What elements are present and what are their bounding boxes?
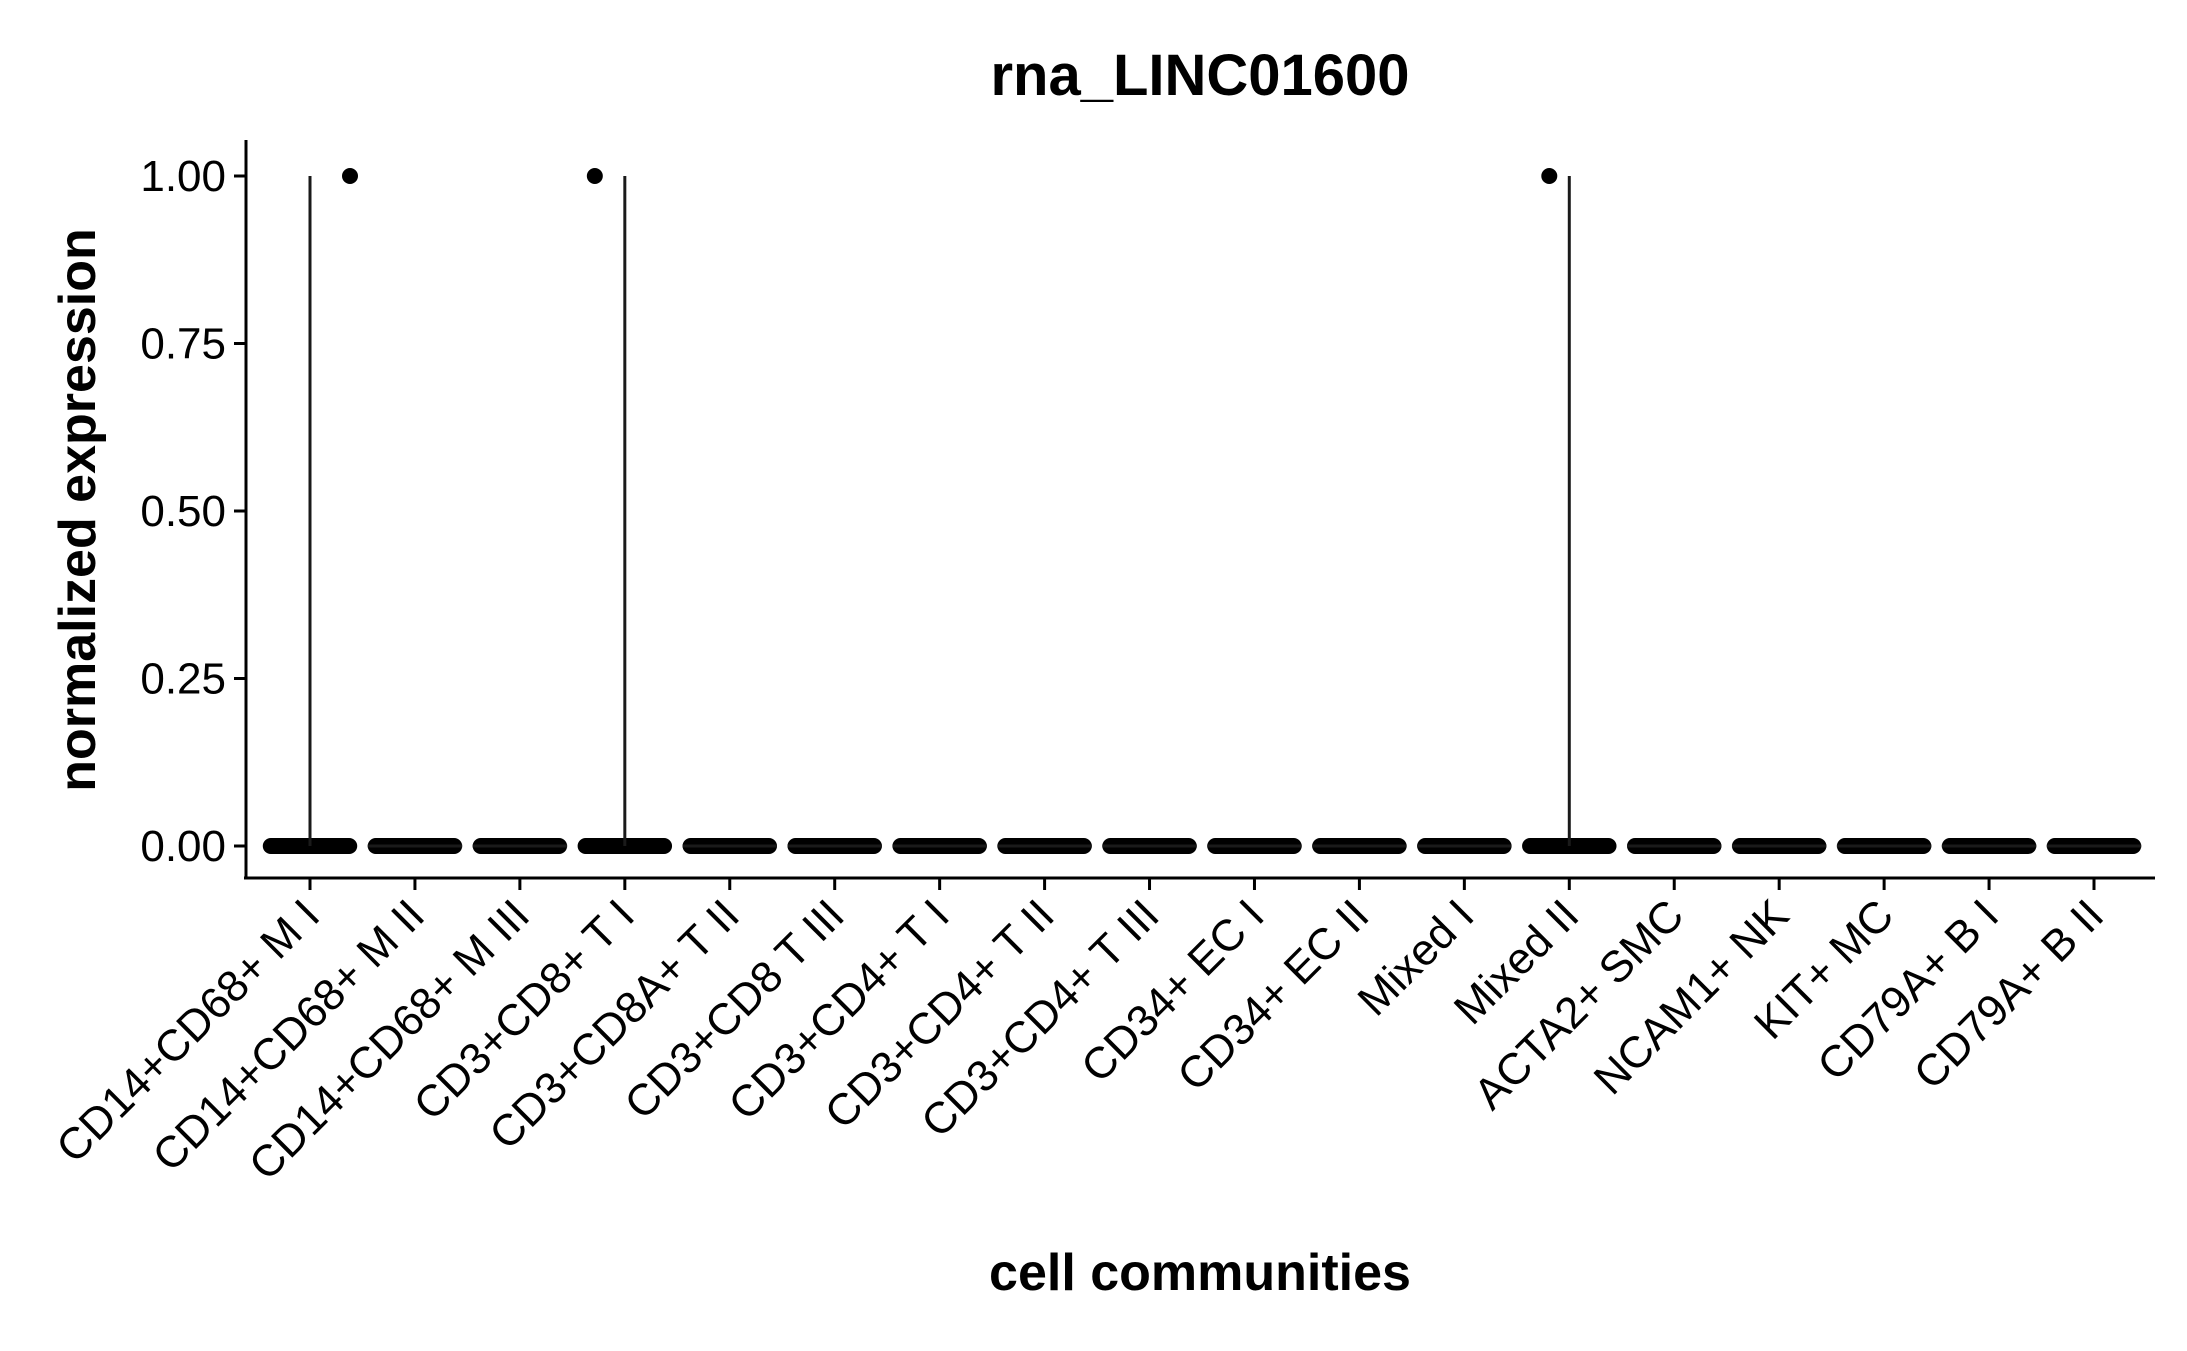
data-point (586, 168, 603, 184)
y-axis-ticks: 0.00 0.25 0.50 0.75 1.00 (140, 152, 246, 871)
y-tick-label: 0.25 (140, 655, 226, 704)
data-point (342, 168, 358, 184)
y-tick-label: 0.00 (140, 822, 226, 871)
y-tick-label: 1.00 (140, 152, 226, 201)
chart-title: rna_LINC01600 (990, 43, 1409, 108)
x-axis-title: cell communities (989, 1244, 1411, 1302)
y-tick-label: 0.50 (140, 487, 226, 536)
y-tick-label: 0.75 (140, 320, 226, 369)
y-axis-title: normalized expression (49, 228, 107, 792)
violin-series (262, 168, 2142, 854)
data-point (1541, 168, 1558, 184)
